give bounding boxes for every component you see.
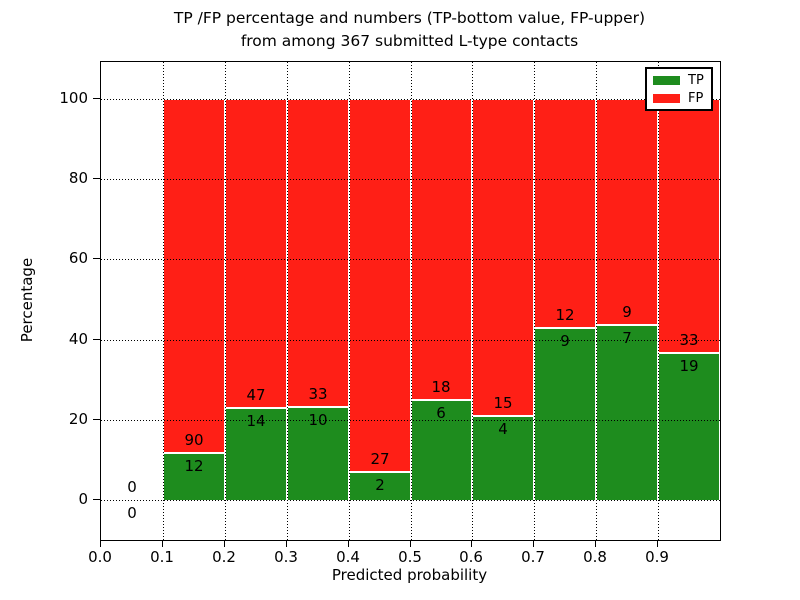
x-tick-label: 0.0 xyxy=(88,548,112,566)
annotation-fp-count: 9 xyxy=(622,302,632,321)
gridline-vertical xyxy=(163,62,164,540)
bar-segment-tp xyxy=(596,324,658,501)
bar-segment-fp xyxy=(411,99,472,400)
y-tick-mark xyxy=(93,499,100,500)
bar-segment-fp xyxy=(349,99,411,473)
gridline-vertical xyxy=(596,62,597,540)
y-tick-mark xyxy=(93,338,100,340)
legend-item-fp: FP xyxy=(647,92,711,105)
y-tick-label: 0 xyxy=(78,490,88,508)
x-axis-label: Predicted probability xyxy=(331,566,488,584)
gridline-horizontal xyxy=(101,339,720,341)
annotation-fp-count: 33 xyxy=(679,331,699,350)
legend: TP FP xyxy=(645,67,713,111)
y-tick-label: 80 xyxy=(68,169,88,188)
legend-label-tp: TP xyxy=(688,72,704,88)
legend-item-tp: TP xyxy=(647,74,711,87)
annotation-tp-count: 14 xyxy=(246,411,266,430)
annotation-tp-count: 4 xyxy=(498,419,508,438)
bar-segment-tp xyxy=(472,415,534,501)
x-tick-label: 0.7 xyxy=(521,548,545,566)
x-tick-mark xyxy=(100,540,101,547)
annotation-fp-count: 47 xyxy=(246,385,266,404)
x-tick-label: 0.6 xyxy=(459,548,483,566)
y-tick-label: 40 xyxy=(68,329,88,348)
bar-segment-fp xyxy=(596,99,658,325)
x-tick-mark xyxy=(533,540,534,547)
x-tick-mark xyxy=(286,540,287,547)
x-tick-mark xyxy=(224,540,225,547)
x-tick-label: 0.4 xyxy=(336,548,360,566)
y-tick-mark xyxy=(93,98,100,99)
x-tick-mark xyxy=(471,540,472,547)
annotation-tp-count: 0 xyxy=(127,504,137,522)
bar-segment-tp xyxy=(163,452,225,501)
annotation-tp-count: 19 xyxy=(679,357,699,376)
gridline-vertical xyxy=(534,62,535,540)
gridline-vertical xyxy=(411,62,412,540)
annotation-fp-count: 18 xyxy=(431,377,451,396)
annotation-fp-count: 15 xyxy=(493,393,513,412)
bar-segment-tp xyxy=(287,406,349,501)
bar-segment-tp xyxy=(411,399,472,501)
chart-title: TP /FP percentage and numbers (TP-bottom… xyxy=(100,7,719,53)
gridline-horizontal xyxy=(101,419,720,421)
x-tick-mark xyxy=(410,540,411,547)
annotation-tp-count: 12 xyxy=(184,456,204,475)
annotation-fp-count: 90 xyxy=(184,430,204,449)
x-tick-mark xyxy=(348,540,349,547)
gridline-horizontal xyxy=(101,500,720,501)
bar-segment-fp xyxy=(287,99,349,407)
y-tick-mark xyxy=(93,258,100,260)
gridline-vertical xyxy=(287,62,288,540)
bar-segment-tp xyxy=(349,472,411,501)
annotation-fp-count: 33 xyxy=(308,384,328,403)
x-tick-label: 0.2 xyxy=(212,548,236,566)
annotation-tp-count: 10 xyxy=(308,410,328,429)
y-axis-label: Percentage xyxy=(18,257,36,343)
gridline-horizontal xyxy=(101,259,720,261)
x-tick-label: 0.1 xyxy=(150,548,174,566)
annotation-tp-count: 9 xyxy=(560,332,570,351)
legend-swatch-fp-icon xyxy=(653,93,680,103)
gridline-vertical xyxy=(225,62,226,540)
annotation-fp-count: 27 xyxy=(370,450,390,469)
bar-segment-tp xyxy=(658,353,720,501)
x-tick-mark xyxy=(162,540,163,547)
x-tick-label: 0.5 xyxy=(398,548,422,566)
y-tick-label: 60 xyxy=(68,249,88,268)
x-tick-label: 0.8 xyxy=(583,548,607,566)
annotation-fp-count: 0 xyxy=(127,478,137,496)
y-tick-mark xyxy=(93,418,100,420)
gridline-horizontal xyxy=(101,179,720,181)
x-tick-mark xyxy=(595,540,596,547)
gridline-vertical xyxy=(349,62,350,540)
x-tick-mark xyxy=(657,540,658,547)
y-tick-label: 100 xyxy=(59,89,88,107)
plot-area: 0 0 90 12 47 14 33 10 27 2 18 6 15 4 12 9 9 7 33 19 xyxy=(100,61,721,541)
bar-segment-fp xyxy=(472,99,534,416)
annotation-tp-count: 6 xyxy=(436,403,446,422)
bar-segment-fp xyxy=(163,99,225,453)
annotation-tp-count: 2 xyxy=(375,476,385,495)
chart-title-line2: from among 367 submitted L-type contacts xyxy=(240,32,579,50)
legend-label-fp: FP xyxy=(688,90,704,106)
x-tick-label: 0.9 xyxy=(645,548,669,566)
chart-title-line1: TP /FP percentage and numbers (TP-bottom… xyxy=(173,9,646,27)
annotation-fp-count: 12 xyxy=(555,306,575,325)
bar-segment-fp xyxy=(225,99,287,408)
bar-segment-fp xyxy=(658,99,720,354)
bar-segment-fp xyxy=(534,99,596,329)
gridline-horizontal xyxy=(101,99,720,100)
legend-swatch-tp-icon xyxy=(653,75,680,85)
bar-segment-tp xyxy=(534,328,596,501)
y-tick-label: 20 xyxy=(68,409,88,428)
annotation-tp-count: 7 xyxy=(622,328,632,347)
x-tick-label: 0.3 xyxy=(274,548,298,566)
gridline-vertical xyxy=(472,62,473,540)
y-tick-mark xyxy=(93,178,100,180)
gridline-vertical xyxy=(658,62,659,540)
